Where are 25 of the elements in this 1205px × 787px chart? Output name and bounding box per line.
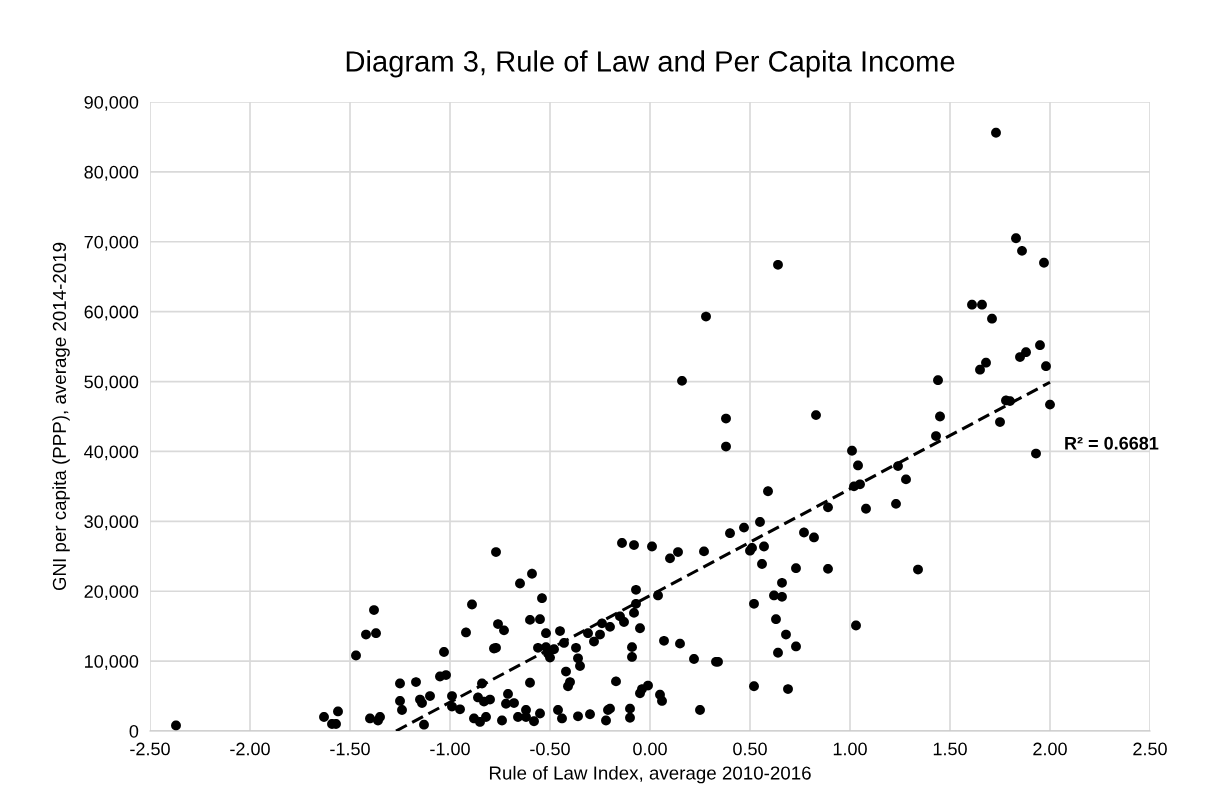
x-tick-label: 1.50 bbox=[933, 742, 967, 756]
y-tick-label: 90,000 bbox=[84, 95, 139, 111]
x-tick-label: -2.50 bbox=[130, 742, 170, 756]
x-tick-label: -1.00 bbox=[430, 742, 470, 756]
x-tick-label: -1.50 bbox=[330, 742, 370, 756]
x-tick-label: 1.00 bbox=[833, 742, 867, 756]
x-tick-label: -2.00 bbox=[230, 742, 270, 756]
y-tick-label: 0 bbox=[129, 724, 139, 738]
chart-title: Diagram 3, Rule of Law and Per Capita Income bbox=[346, 50, 955, 78]
x-axis-title: Rule of Law Index, average 2010-2016 bbox=[489, 765, 811, 784]
y-tick-label: 10,000 bbox=[85, 655, 139, 670]
y-tick-label: 70,000 bbox=[84, 235, 139, 251]
y-tick-label: 30,000 bbox=[84, 515, 139, 531]
y-tick-label: 20,000 bbox=[84, 585, 139, 601]
x-tick-label: -0.50 bbox=[530, 742, 570, 756]
y-tick-label: 60,000 bbox=[84, 305, 139, 321]
y-axis-title: GNI per capita (PPP), average 2014-2019 bbox=[52, 242, 70, 591]
y-tick-label: 80,000 bbox=[84, 165, 139, 181]
x-tick-label: 2.50 bbox=[1133, 742, 1167, 756]
annotation: R² = 0.6681 bbox=[1065, 436, 1159, 450]
y-tick-label: 40,000 bbox=[84, 445, 139, 461]
x-tick-label: 0.00 bbox=[633, 742, 667, 756]
x-tick-label: 0.50 bbox=[733, 742, 767, 756]
x-tick-label: 2.00 bbox=[1033, 742, 1067, 756]
y-tick-label: 50,000 bbox=[84, 375, 139, 391]
